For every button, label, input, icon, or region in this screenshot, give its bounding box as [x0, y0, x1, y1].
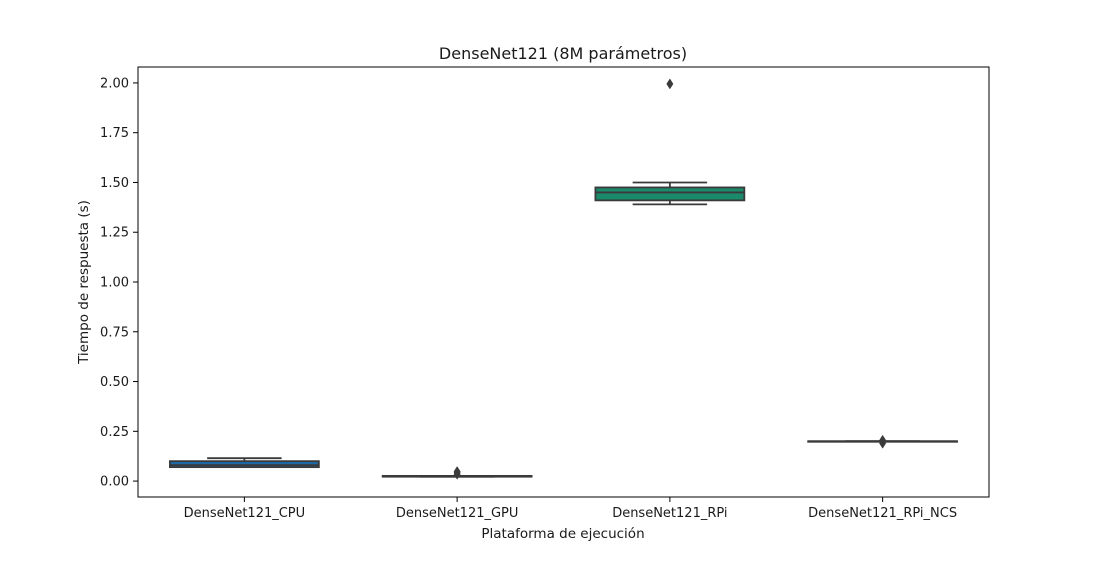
- outlier-point: [453, 466, 461, 477]
- y-tick-label: 1.50: [100, 176, 129, 191]
- y-tick-label: 0.25: [100, 425, 129, 440]
- y-tick-label: 1.25: [100, 226, 129, 241]
- y-tick-label: 0.50: [100, 375, 129, 390]
- box-iqr: [169, 460, 320, 469]
- y-tick-label: 0.75: [100, 325, 129, 340]
- box-iqr: [594, 186, 746, 202]
- outlier-point: [666, 78, 674, 90]
- x-tick-label: DenseNet121_RPi: [612, 506, 727, 521]
- x-tick-label: DenseNet121_GPU: [396, 506, 519, 521]
- y-axis-label: Tiempo de respuesta (s): [76, 200, 92, 365]
- y-tick-label: 0.00: [100, 475, 129, 490]
- chart-title: DenseNet121 (8M parámetros): [439, 44, 687, 63]
- y-tick-label: 1.00: [100, 276, 129, 291]
- x-tick-label: DenseNet121_RPi_NCS: [808, 506, 957, 521]
- plot-frame: [137, 66, 990, 498]
- x-tick-label: DenseNet121_CPU: [184, 506, 306, 521]
- y-tick-label: 2.00: [100, 76, 129, 91]
- outlier-point: [879, 434, 887, 446]
- x-axis-label: Plataforma de ejecución: [481, 526, 644, 542]
- y-tick-label: 1.75: [100, 126, 129, 141]
